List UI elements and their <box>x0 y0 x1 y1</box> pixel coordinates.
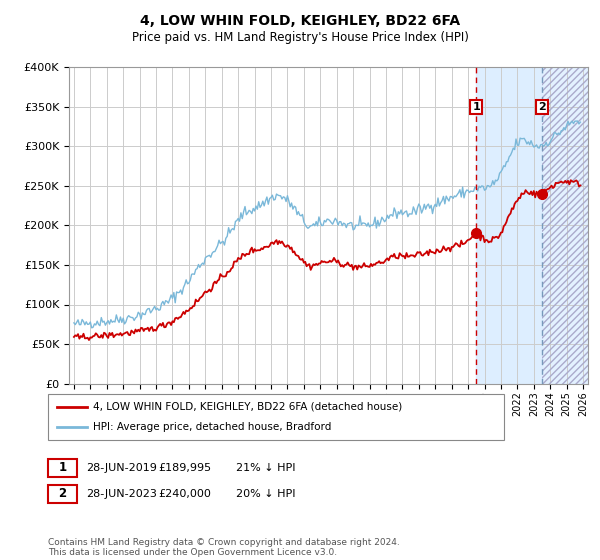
Text: HPI: Average price, detached house, Bradford: HPI: Average price, detached house, Brad… <box>93 422 331 432</box>
Bar <box>542 67 599 384</box>
Text: Contains HM Land Registry data © Crown copyright and database right 2024.
This d: Contains HM Land Registry data © Crown c… <box>48 538 400 557</box>
Text: 28-JUN-2019: 28-JUN-2019 <box>86 463 157 473</box>
Text: 1: 1 <box>472 102 480 112</box>
Bar <box>476 67 542 384</box>
Text: 1: 1 <box>58 461 67 474</box>
Text: £240,000: £240,000 <box>158 489 211 499</box>
Text: 20% ↓ HPI: 20% ↓ HPI <box>236 489 295 499</box>
Text: 2: 2 <box>58 487 67 501</box>
Text: 28-JUN-2023: 28-JUN-2023 <box>86 489 157 499</box>
Text: 4, LOW WHIN FOLD, KEIGHLEY, BD22 6FA (detached house): 4, LOW WHIN FOLD, KEIGHLEY, BD22 6FA (de… <box>93 402 402 412</box>
Text: 4, LOW WHIN FOLD, KEIGHLEY, BD22 6FA: 4, LOW WHIN FOLD, KEIGHLEY, BD22 6FA <box>140 14 460 28</box>
Text: £189,995: £189,995 <box>158 463 211 473</box>
Bar <box>542 67 599 384</box>
Text: 21% ↓ HPI: 21% ↓ HPI <box>236 463 295 473</box>
Text: Price paid vs. HM Land Registry's House Price Index (HPI): Price paid vs. HM Land Registry's House … <box>131 31 469 44</box>
Text: 2: 2 <box>538 102 546 112</box>
